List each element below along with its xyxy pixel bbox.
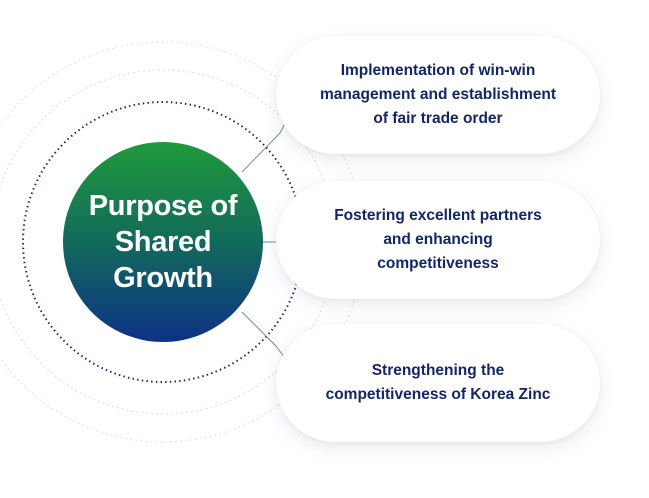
hub-title-line: Purpose of [88,190,238,222]
purpose-item-line: management and establishment [319,86,556,103]
purpose-item-line: Implementation of win-win [340,62,536,79]
hub-title-line: Growth [113,262,213,294]
purpose-item-text: Implementation of win-win management and… [320,59,556,131]
central-hub-circle: Purpose of Shared Growth [63,142,263,342]
purpose-item-line: and enhancing [383,231,493,248]
purpose-item-line: of fair trade order [373,110,503,127]
purpose-item-line: competitiveness [377,255,499,272]
purpose-item-line: Strengthening the [371,362,505,379]
purpose-item-1: Implementation of win-win management and… [276,36,600,154]
purpose-item-2: Fostering excellent partners and enhanci… [276,181,600,299]
hub-title: Purpose of Shared Growth [73,188,253,296]
purpose-item-3: Strengthening the competitiveness of Kor… [276,324,600,442]
purpose-item-text: Strengthening the competitiveness of Kor… [326,359,551,407]
hub-title-line: Shared [114,226,212,258]
purpose-item-text: Fostering excellent partners and enhanci… [334,204,542,276]
purpose-item-line: Fostering excellent partners [334,207,542,224]
purpose-item-line: competitiveness of Korea Zinc [325,386,551,403]
